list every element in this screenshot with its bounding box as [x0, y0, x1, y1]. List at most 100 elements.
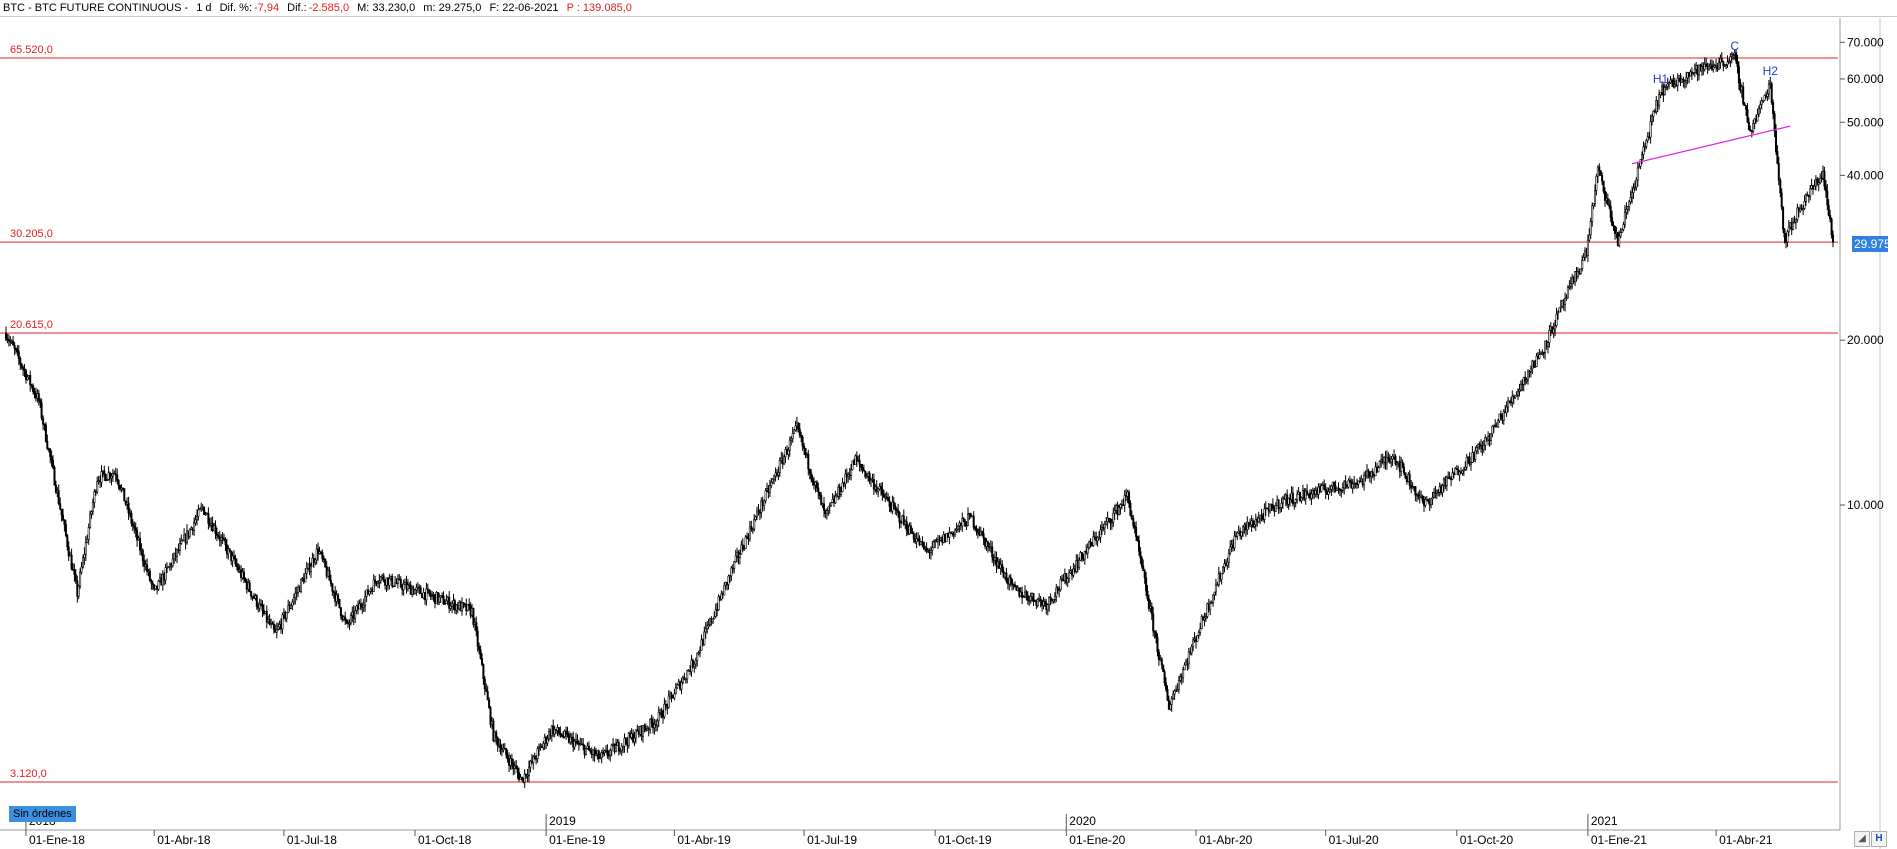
candle-body	[1760, 100, 1763, 105]
candle-body	[808, 468, 811, 474]
candle-body	[368, 590, 371, 595]
year-label: 2019	[549, 814, 576, 828]
candle-body	[1641, 154, 1644, 160]
last-price-tag	[1852, 235, 1888, 252]
candle-body	[1752, 123, 1755, 132]
candle-body	[496, 737, 499, 747]
candle-body	[64, 524, 67, 536]
candle-body	[804, 447, 807, 456]
candle-body	[1032, 593, 1035, 601]
candle-body	[641, 725, 644, 737]
candle-body	[233, 555, 236, 559]
candle-body	[1712, 66, 1715, 70]
candle-body	[1280, 502, 1283, 508]
candle-body	[827, 506, 830, 511]
candle-body	[103, 470, 106, 475]
candle-body	[894, 505, 897, 510]
candle-body	[810, 472, 813, 480]
candle-body	[1468, 456, 1471, 465]
candle-body	[546, 738, 549, 744]
candle-body	[620, 745, 623, 751]
candle-body	[563, 730, 566, 737]
date-value: F: 22-06-2021	[489, 2, 559, 14]
candle-body	[26, 376, 29, 380]
candle-body	[697, 652, 700, 654]
candle-body	[512, 763, 515, 769]
min-value: m: 29.275,0	[423, 2, 482, 14]
candle-body	[649, 718, 652, 730]
candle-body	[1475, 446, 1478, 452]
candle-body	[402, 583, 405, 590]
candle-body	[576, 739, 579, 744]
candle-body	[1260, 514, 1263, 517]
candle-body	[1274, 505, 1277, 512]
candle-body	[1108, 517, 1111, 520]
candle-body	[1009, 576, 1012, 580]
candle-body	[956, 525, 959, 530]
candle-body	[972, 515, 975, 528]
y-tick-label: 20.000	[1847, 333, 1884, 347]
candle-body	[126, 502, 129, 505]
candle-body	[349, 615, 352, 624]
candle-body	[1279, 507, 1282, 510]
candle-body	[728, 575, 731, 578]
candle-body	[1666, 83, 1669, 87]
candle-body	[1366, 470, 1369, 477]
candle-body	[1176, 689, 1179, 692]
candle-body	[1424, 499, 1427, 506]
candle-body	[1196, 635, 1199, 642]
orders-status-badge[interactable]: Sin órdenes	[9, 806, 76, 822]
candle-body	[879, 486, 882, 490]
candle-body	[868, 472, 871, 482]
candle-body	[1484, 437, 1487, 446]
candle-body	[148, 570, 151, 581]
candle-body	[727, 575, 730, 585]
candle-body	[1192, 639, 1195, 648]
candle-body	[1088, 541, 1091, 549]
candle-body	[314, 559, 317, 563]
candle-body	[39, 400, 42, 404]
candle-body	[515, 765, 518, 769]
candle-body	[80, 566, 83, 573]
candle-body	[1346, 485, 1349, 488]
candle-body	[1628, 201, 1631, 208]
candle-body	[258, 603, 261, 609]
candle-body	[1558, 307, 1561, 313]
candle-body	[1324, 489, 1327, 493]
candle-body	[552, 725, 555, 735]
candle-body	[476, 630, 479, 647]
candle-body	[277, 626, 280, 630]
candle-body	[841, 482, 844, 492]
candle-body	[1638, 166, 1641, 169]
candle-body	[1787, 226, 1790, 233]
candle-body	[255, 595, 258, 607]
plot-area[interactable]	[0, 18, 1840, 830]
candle-body	[196, 515, 199, 521]
chart-settings-button[interactable]: H	[1871, 831, 1887, 847]
candle-body	[1051, 599, 1054, 602]
scroll-end-button[interactable]: ◢	[1854, 831, 1870, 847]
candle-body	[566, 732, 569, 735]
candle-body	[797, 422, 800, 430]
candle-body	[419, 587, 422, 595]
candle-body	[527, 766, 530, 776]
candle-body	[594, 753, 597, 756]
candle-body	[53, 466, 56, 486]
candle-body	[788, 439, 791, 451]
candle-body	[922, 541, 925, 549]
candle-body	[1172, 693, 1175, 700]
candle-body	[710, 618, 713, 623]
candle-body	[1294, 499, 1297, 503]
candle-body	[1505, 406, 1508, 414]
candle-body	[157, 580, 160, 590]
candle-body	[1499, 413, 1502, 417]
candle-body	[91, 502, 94, 512]
candle-body	[740, 544, 743, 555]
candle-body	[1237, 530, 1240, 534]
candle-body	[197, 509, 200, 517]
candle-body	[840, 491, 843, 495]
candle-body	[164, 567, 167, 581]
candle-body	[911, 532, 914, 535]
candle-body	[869, 479, 872, 482]
